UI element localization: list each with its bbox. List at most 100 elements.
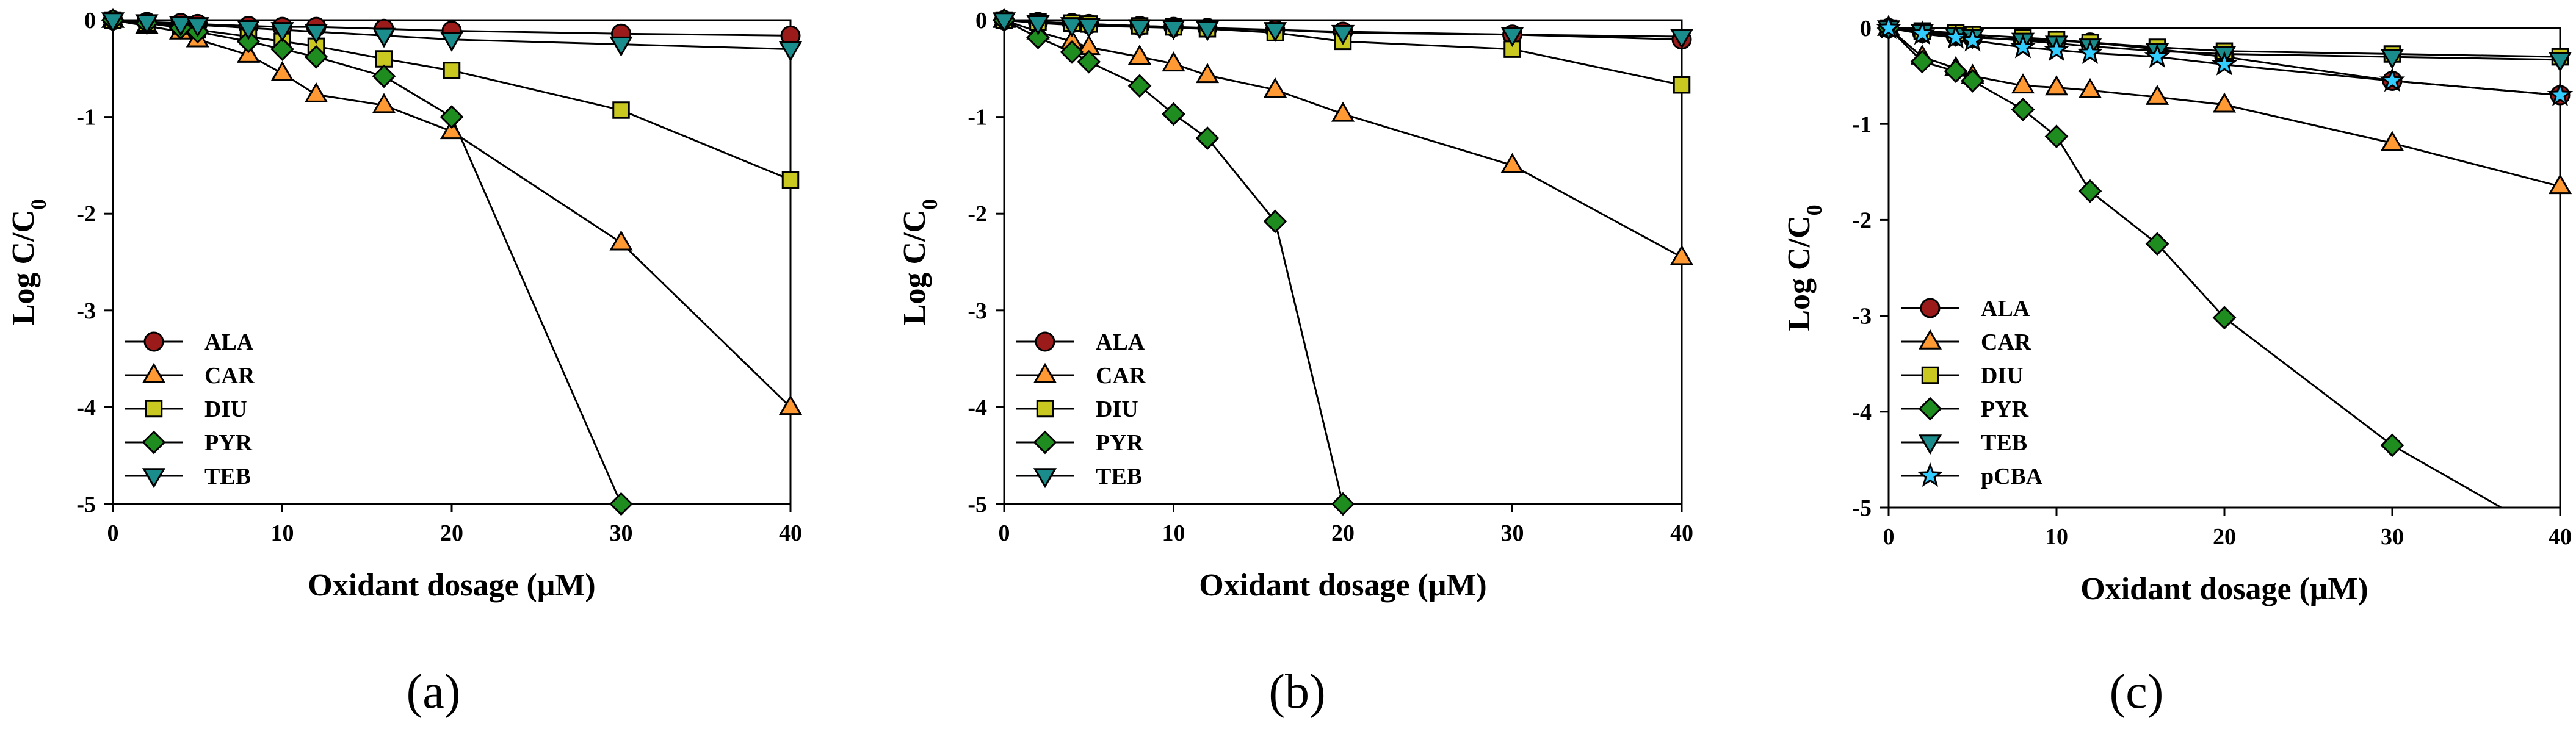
data-point-car	[2145, 84, 2169, 105]
y-axis-title-main: Log C/C	[6, 210, 41, 325]
legend-marker-ala	[143, 331, 164, 352]
x-tick-label: 30	[610, 520, 633, 546]
data-point-teb	[236, 20, 261, 40]
y-tick-label: -1	[968, 105, 987, 131]
data-point-pcba	[2547, 81, 2574, 107]
data-point-pyr	[1060, 40, 1084, 64]
data-point-diu	[781, 171, 800, 189]
y-axis-title-subscript: 0	[1802, 204, 1826, 215]
y-tick-label: -4	[76, 395, 96, 420]
data-point-car	[1162, 51, 1185, 72]
legend-label-teb: TEB	[1096, 464, 1142, 489]
legend-label-ala: ALA	[1096, 329, 1145, 355]
data-point-diu	[1673, 76, 1691, 94]
y-tick-label: 0	[84, 8, 96, 34]
legend-label-car: CAR	[1981, 329, 2031, 355]
chart-panel-1: 0 10 20 30 40 0 -1 -2 -3 -4 -5 Oxidant dosage (μM) L…	[6, 7, 803, 719]
y-tick-label: -3	[1852, 304, 1872, 329]
y-axis-title-main: Log C/C	[1782, 215, 1817, 331]
legend-label-pcba: pCBA	[1981, 464, 2043, 489]
data-point-teb	[1162, 20, 1185, 40]
legend-label-pyr: PYR	[1981, 397, 2029, 422]
y-tick-label: -5	[1852, 495, 1872, 521]
data-point-teb	[372, 27, 396, 48]
data-point-pyr	[2044, 124, 2069, 149]
data-point-teb	[101, 12, 125, 33]
data-point-teb	[992, 12, 1016, 33]
chart-panel-3: 0 10 20 30 40 0 -1 -2 -3 -4 -5 Oxidant dosage (μM) L…	[1782, 14, 2574, 719]
data-point-pcba	[1959, 27, 1986, 52]
y-tick-label: -5	[968, 492, 987, 517]
data-point-car	[1263, 77, 1287, 98]
data-point-pyr	[609, 492, 633, 516]
x-tick-label: 20	[1331, 520, 1355, 546]
panel-caption: (c)	[2110, 665, 2164, 719]
data-point-pyr	[2145, 232, 2169, 256]
data-point-car	[372, 93, 396, 113]
data-point-teb	[168, 16, 193, 37]
data-point-pyr	[236, 29, 261, 54]
legend-marker-diu	[1921, 366, 1939, 384]
y-tick-label: 0	[1860, 16, 1872, 41]
y-axis-title-main: Log C/C	[897, 210, 932, 325]
panel-caption: (b)	[1268, 665, 1325, 719]
series-line-pyr	[112, 19, 622, 505]
legend-marker-car	[1033, 362, 1057, 383]
legend: ALA CAR DIU PYR TEB	[1016, 329, 1146, 489]
y-tick-label: -5	[76, 492, 96, 517]
y-tick-label: -3	[76, 298, 96, 324]
legend-marker-teb	[1918, 434, 1942, 455]
x-tick-label: 0	[1883, 524, 1895, 550]
data-point-pyr	[270, 37, 294, 61]
x-tick-label: 20	[440, 520, 463, 546]
data-point-car	[1127, 45, 1152, 65]
y-tick-label: -4	[968, 395, 987, 420]
data-point-pcba	[2211, 51, 2238, 76]
y-tick-label: -4	[1852, 400, 1872, 425]
data-point-car	[609, 230, 633, 251]
data-point-car	[440, 119, 464, 140]
x-tick-label: 10	[1162, 520, 1185, 546]
data-point-car	[2548, 174, 2572, 195]
data-point-car	[2212, 92, 2237, 113]
data-point-teb	[304, 24, 328, 45]
x-tick-label: 30	[2381, 524, 2404, 550]
legend-label-teb: TEB	[1981, 430, 2027, 456]
legend-label-teb: TEB	[204, 464, 251, 489]
data-point-teb	[1195, 21, 1220, 41]
x-tick-label: 10	[271, 520, 294, 546]
data-point-pcba	[2043, 36, 2070, 62]
y-axis-title: Log C/C0	[1782, 204, 1826, 331]
data-point-car	[1670, 245, 1694, 265]
series-line-pyr	[1004, 19, 1344, 505]
data-point-teb	[2380, 49, 2404, 70]
x-tick-label: 10	[2045, 524, 2068, 550]
y-axis-title-subscript: 0	[26, 199, 51, 210]
legend-marker-teb	[142, 468, 166, 489]
y-axis-title-subscript: 0	[917, 199, 942, 210]
legend-marker-pyr	[142, 430, 166, 455]
data-point-pcba	[1909, 20, 1936, 45]
data-point-pyr	[1162, 102, 1185, 126]
chart-panel-2: 0 10 20 30 40 0 -1 -2 -3 -4 -5 Oxidant dosage (μM) L…	[897, 7, 1694, 719]
data-point-teb	[135, 14, 159, 35]
legend-marker-teb	[1033, 468, 1057, 489]
legend-marker-car	[142, 362, 166, 383]
data-point-teb	[440, 31, 464, 52]
y-tick-label: 0	[975, 8, 987, 34]
data-point-teb	[609, 36, 633, 57]
data-point-teb	[1026, 15, 1050, 36]
data-point-teb	[1060, 17, 1084, 38]
data-point-pcba	[1942, 24, 1969, 49]
data-point-pcba	[2144, 43, 2171, 68]
data-point-pyr	[372, 64, 396, 88]
x-tick-label: 40	[1670, 520, 1693, 546]
data-point-pyr	[440, 105, 464, 129]
data-point-pyr	[1026, 26, 1050, 49]
y-tick-label: -2	[968, 201, 987, 227]
x-tick-label: 0	[999, 520, 1010, 546]
legend-label-diu: DIU	[204, 397, 247, 422]
legend-marker-pyr	[1033, 430, 1057, 455]
legend: ALA CAR DIU PYR TEB pCBA	[1901, 296, 2043, 489]
data-point-pyr	[1077, 49, 1101, 74]
